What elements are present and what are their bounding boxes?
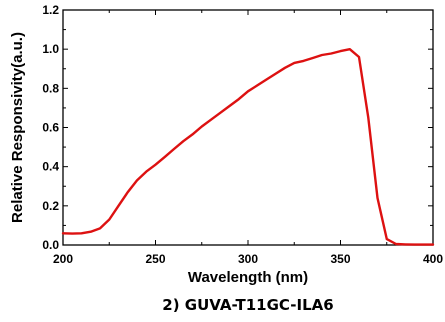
x-tick-label: 250 xyxy=(145,252,165,266)
tick-labels: 200 250 300 350 400 0.0 0.2 0.4 0.6 0.8 1.0 1.2 xyxy=(42,3,443,266)
y-axis-title: Relative Responsivity(a.u.) xyxy=(9,32,26,223)
x-tick-label: 200 xyxy=(53,252,73,266)
chart-caption: 2) GUVA-T11GC-ILA6 xyxy=(162,296,333,314)
x-axis-title: Wavelength (nm) xyxy=(188,269,308,286)
y-tick-label: 0.4 xyxy=(42,160,59,174)
plot-frame xyxy=(62,9,434,246)
tick-marks xyxy=(62,9,434,246)
series-line xyxy=(61,48,435,246)
x-tick-label: 350 xyxy=(330,252,350,266)
y-tick-label: 0.6 xyxy=(42,121,59,135)
x-tick-label: 400 xyxy=(423,252,443,266)
x-tick-label: 300 xyxy=(238,252,258,266)
y-tick-label: 1.2 xyxy=(42,3,59,17)
y-tick-label: 1.0 xyxy=(42,42,59,56)
y-tick-label: 0.2 xyxy=(42,199,59,213)
y-tick-label: 0.0 xyxy=(42,238,59,252)
y-tick-label: 0.8 xyxy=(42,81,59,95)
